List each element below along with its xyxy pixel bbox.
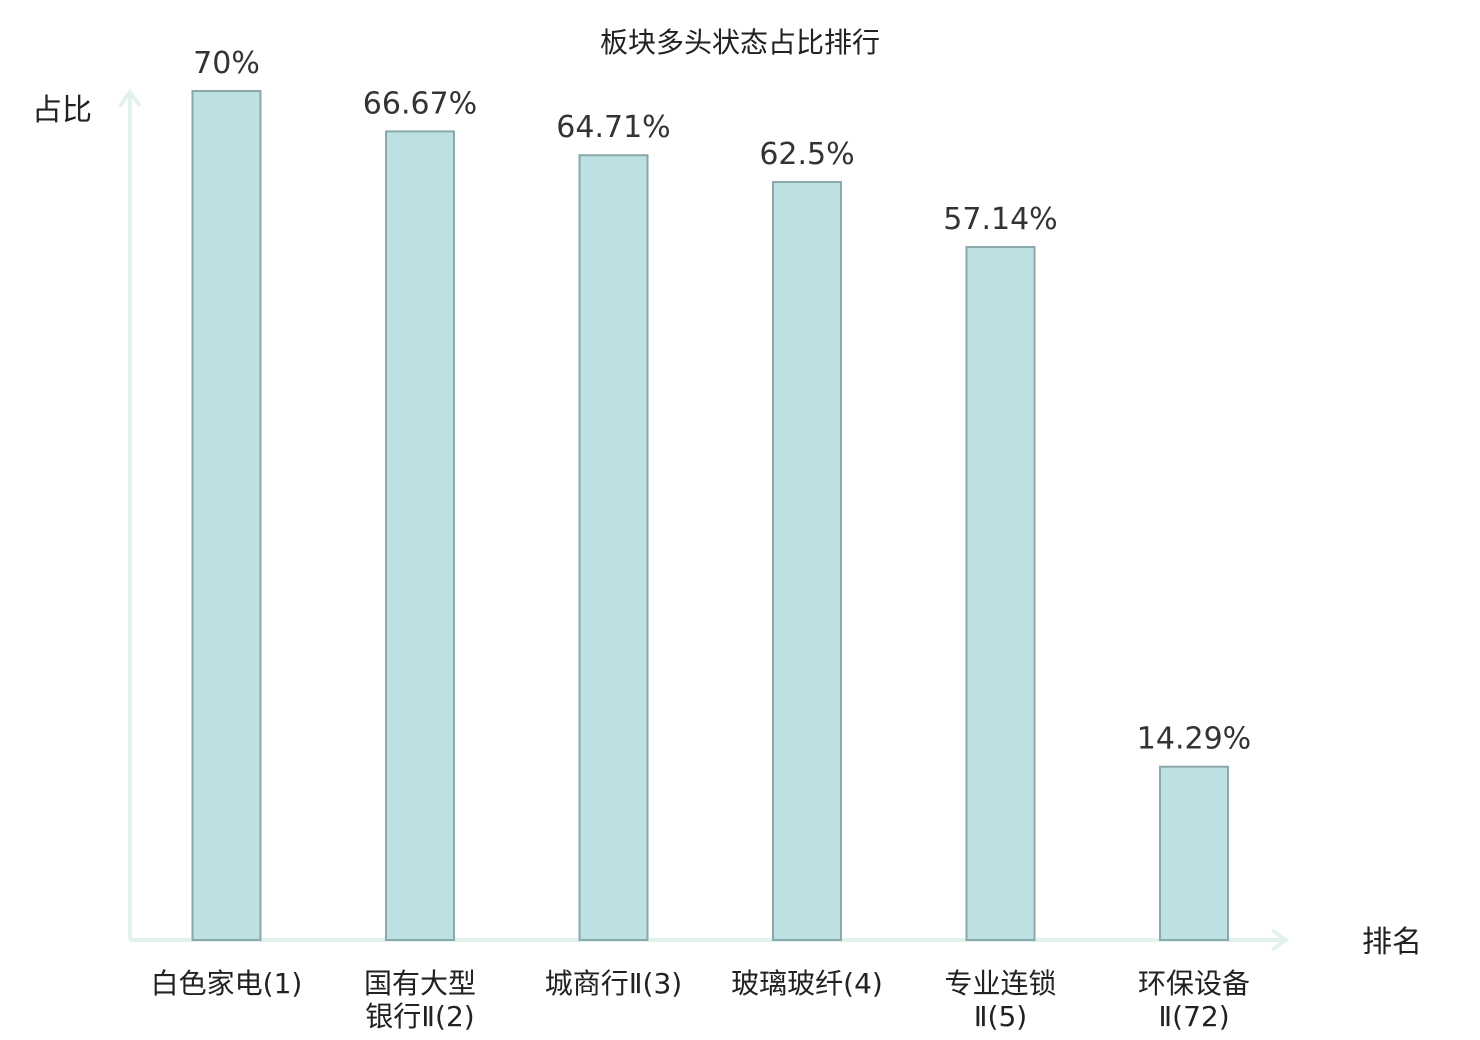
value-label-3: 64.71% <box>556 110 670 145</box>
category-label-1: 白色家电(1) <box>151 967 303 1000</box>
category-label-3: 城商行Ⅱ(3) <box>545 967 682 1000</box>
value-labels-group: 70% 66.67% 64.71% 62.5% 57.14% 14.29% <box>193 46 1251 757</box>
category-label-4: 玻璃玻纤(4) <box>731 967 883 1000</box>
chart-title: 板块多头状态占比排行 <box>600 26 880 59</box>
bar-6 <box>1159 765 1229 942</box>
y-axis-arrow <box>118 88 142 108</box>
bar-1 <box>191 90 262 941</box>
category-label-5: 专业连锁 <box>944 967 1056 1000</box>
bars-group <box>191 90 1229 942</box>
y-axis-label: 占比 <box>32 93 92 128</box>
value-label-1: 70% <box>193 46 260 81</box>
category-label-6: 环保设备 <box>1138 967 1250 1000</box>
value-label-5: 57.14% <box>943 202 1057 237</box>
value-label-4: 62.5% <box>759 137 854 172</box>
bar-4 <box>772 181 842 941</box>
value-label-6: 14.29% <box>1137 722 1251 757</box>
category-label-2: 国有大型 <box>364 967 476 1000</box>
x-axis-arrow <box>1270 928 1290 952</box>
bar-2 <box>385 130 455 941</box>
bar-3 <box>578 154 649 941</box>
bar-5 <box>965 246 1036 941</box>
axes <box>118 88 1290 952</box>
category-label-6-line2: Ⅱ(72) <box>1158 1000 1229 1033</box>
value-label-2: 66.67% <box>363 86 477 121</box>
x-axis-label: 排名 <box>1362 925 1422 960</box>
category-label-5-line2: Ⅱ(5) <box>974 1000 1027 1033</box>
category-label-2-line2: 银行Ⅱ(2) <box>365 1000 474 1033</box>
